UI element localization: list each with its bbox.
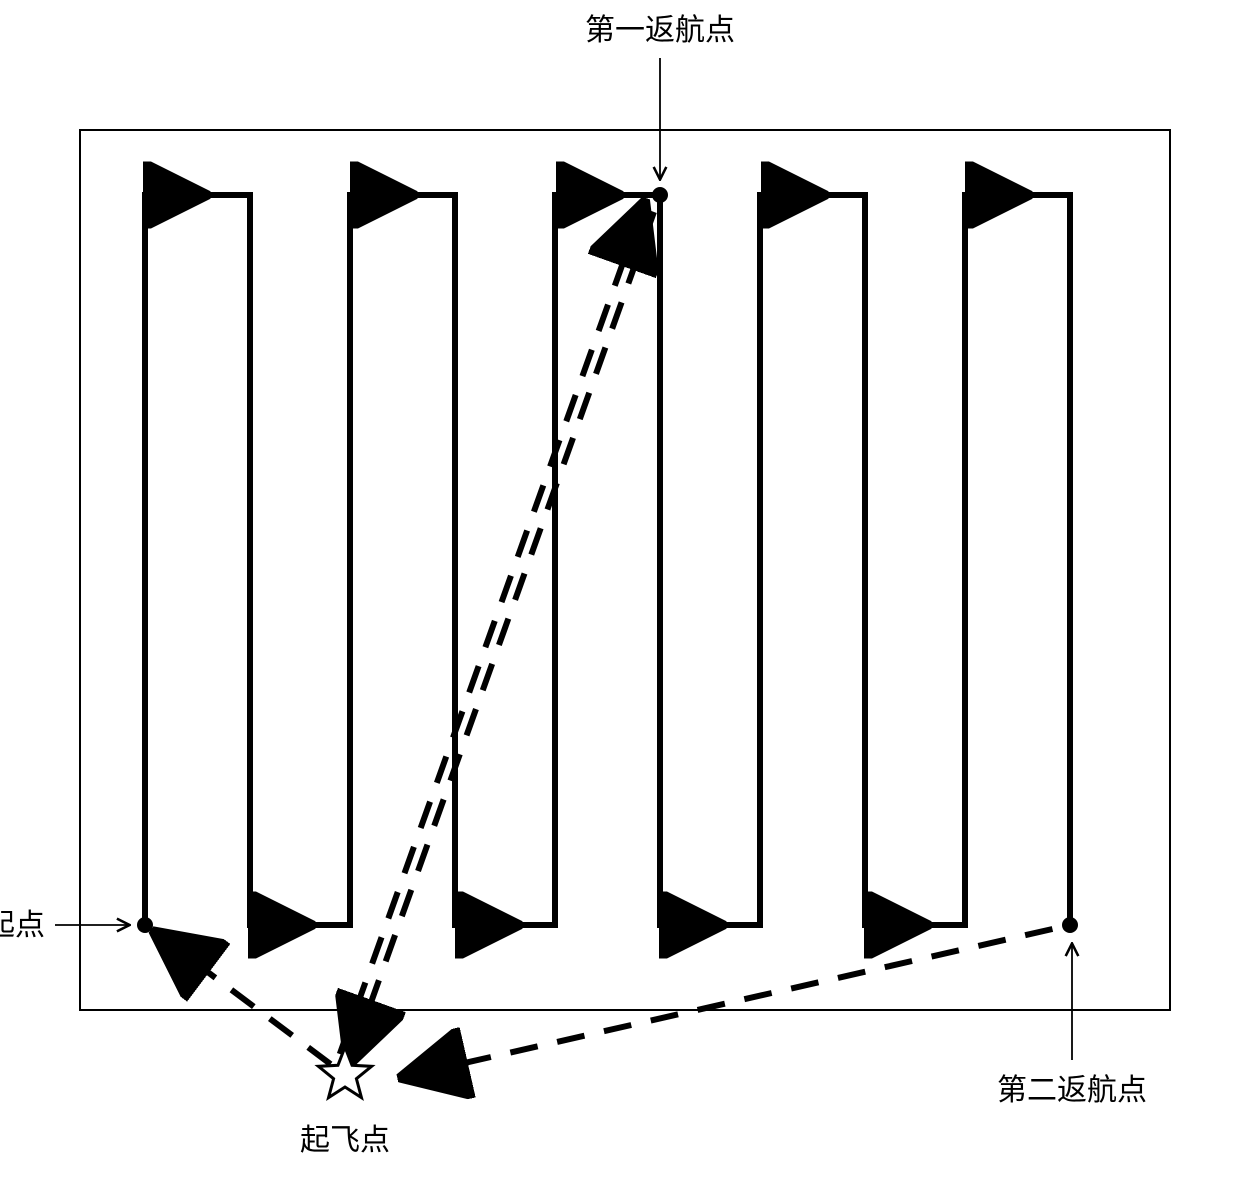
takeoff-label: 起飞点	[300, 1124, 390, 1157]
return1-label: 第一返航点	[585, 14, 735, 47]
return2-point	[1062, 917, 1078, 933]
start-point	[137, 917, 153, 933]
return1-point	[652, 187, 668, 203]
start-label: 起点	[0, 909, 45, 942]
return2-label: 第二返航点	[997, 1074, 1147, 1107]
